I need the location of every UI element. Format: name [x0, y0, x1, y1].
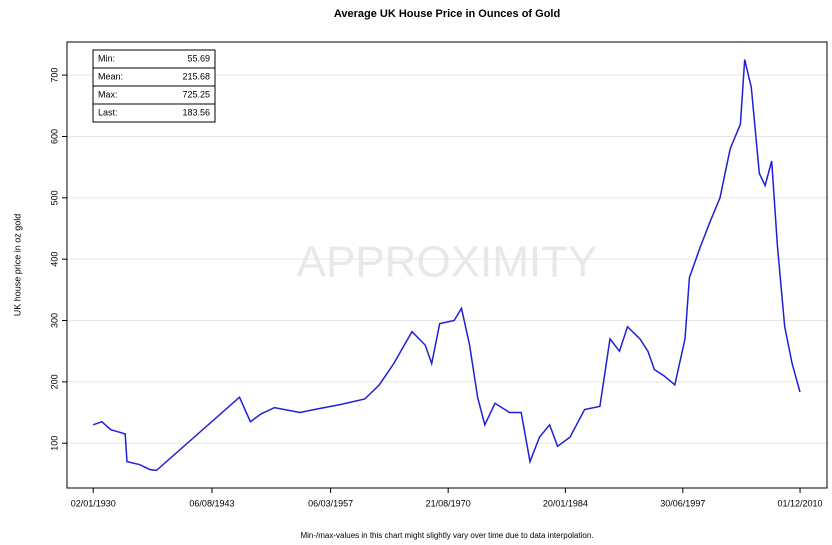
y-tick-label: 100 [49, 436, 59, 451]
data-line [92, 59, 801, 472]
stats-label: Last: [98, 107, 118, 117]
stats-label: Max: [98, 89, 118, 99]
footnote: Min-/max-values in this chart might slig… [300, 531, 593, 540]
stats-value: 215.68 [182, 71, 210, 81]
plot-frame [66, 41, 828, 489]
x-tick-label: 21/08/1970 [426, 498, 471, 508]
x-tick-label: 20/01/1984 [543, 498, 588, 508]
y-axis-label: UK house price in oz gold [12, 214, 22, 317]
stats-label: Min: [98, 53, 115, 63]
x-tick-label: 02/01/1930 [71, 498, 116, 508]
y-tick-label: 600 [49, 129, 59, 144]
y-tick-label: 300 [49, 313, 59, 328]
stats-value: 725.25 [182, 89, 210, 99]
watermark: APPROXIMITY [297, 238, 598, 287]
x-tick-label: 06/08/1943 [189, 498, 234, 508]
x-tick-label: 06/03/1957 [308, 498, 353, 508]
chart-title: Average UK House Price in Ounces of Gold [334, 8, 560, 20]
x-tick-label: 01/12/2010 [778, 498, 823, 508]
stats-label: Mean: [98, 71, 123, 81]
y-tick-label: 700 [49, 68, 59, 83]
y-tick-label: 400 [49, 252, 59, 267]
stats-value: 183.56 [182, 107, 210, 117]
y-tick-label: 500 [49, 190, 59, 205]
y-tick-label: 200 [49, 374, 59, 389]
stats-value: 55.69 [187, 53, 210, 63]
x-tick-label: 30/06/1997 [660, 498, 705, 508]
